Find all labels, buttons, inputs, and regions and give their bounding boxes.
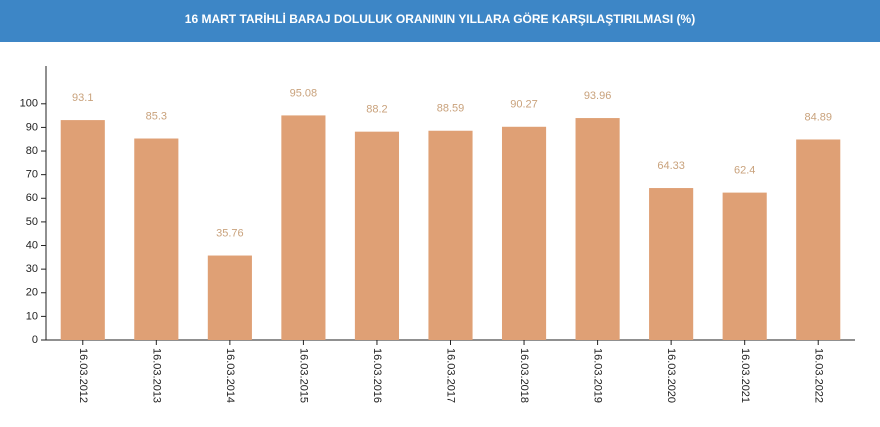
x-tick-label: 16.03.2013 xyxy=(150,348,162,403)
x-tick-label: 16.03.2018 xyxy=(518,348,530,403)
y-tick-label: 0 xyxy=(32,334,38,346)
bar xyxy=(722,192,767,340)
bar xyxy=(134,138,179,340)
value-label: 88.59 xyxy=(437,103,465,115)
bar xyxy=(501,126,547,340)
value-label: 93.1 xyxy=(72,92,93,104)
x-tick-label: 16.03.2017 xyxy=(445,348,457,403)
x-tick-label: 16.03.2021 xyxy=(739,348,751,403)
y-tick-label: 100 xyxy=(20,98,38,110)
value-label: 95.08 xyxy=(290,87,318,99)
y-tick-label: 70 xyxy=(26,169,38,181)
value-label: 85.3 xyxy=(146,110,167,122)
header-bar xyxy=(0,0,880,42)
x-tick-label: 16.03.2015 xyxy=(298,348,310,403)
value-label: 62.4 xyxy=(734,165,755,177)
x-tick-label: 16.03.2012 xyxy=(77,348,89,403)
bar xyxy=(575,118,620,340)
y-tick-label: 80 xyxy=(26,145,38,157)
bar xyxy=(207,255,252,340)
value-label: 90.27 xyxy=(510,99,538,111)
value-label: 93.96 xyxy=(584,90,612,102)
x-tick-label: 16.03.2014 xyxy=(224,348,236,403)
value-label: 84.89 xyxy=(804,111,832,123)
value-label: 88.2 xyxy=(366,104,387,116)
value-label: 35.76 xyxy=(216,227,244,239)
bar xyxy=(281,115,326,340)
chart-title: 16 MART TARİHLİ BARAJ DOLULUK ORANININ Y… xyxy=(185,11,695,26)
x-tick-label: 16.03.2016 xyxy=(371,348,383,403)
y-tick-label: 50 xyxy=(26,216,38,228)
y-tick-label: 20 xyxy=(26,287,38,299)
y-tick-label: 40 xyxy=(26,239,38,251)
y-tick-label: 30 xyxy=(26,263,38,275)
bar xyxy=(649,188,694,340)
value-label: 64.33 xyxy=(657,160,685,172)
bar xyxy=(796,139,841,340)
bar xyxy=(354,131,400,340)
x-tick-label: 16.03.2019 xyxy=(592,348,604,403)
bar xyxy=(428,130,473,340)
y-tick-label: 60 xyxy=(26,192,38,204)
y-tick-label: 90 xyxy=(26,121,38,133)
y-tick-label: 10 xyxy=(26,310,38,322)
bar xyxy=(60,120,105,341)
x-tick-label: 16.03.2020 xyxy=(665,348,677,403)
x-tick-label: 16.03.2022 xyxy=(812,348,824,403)
